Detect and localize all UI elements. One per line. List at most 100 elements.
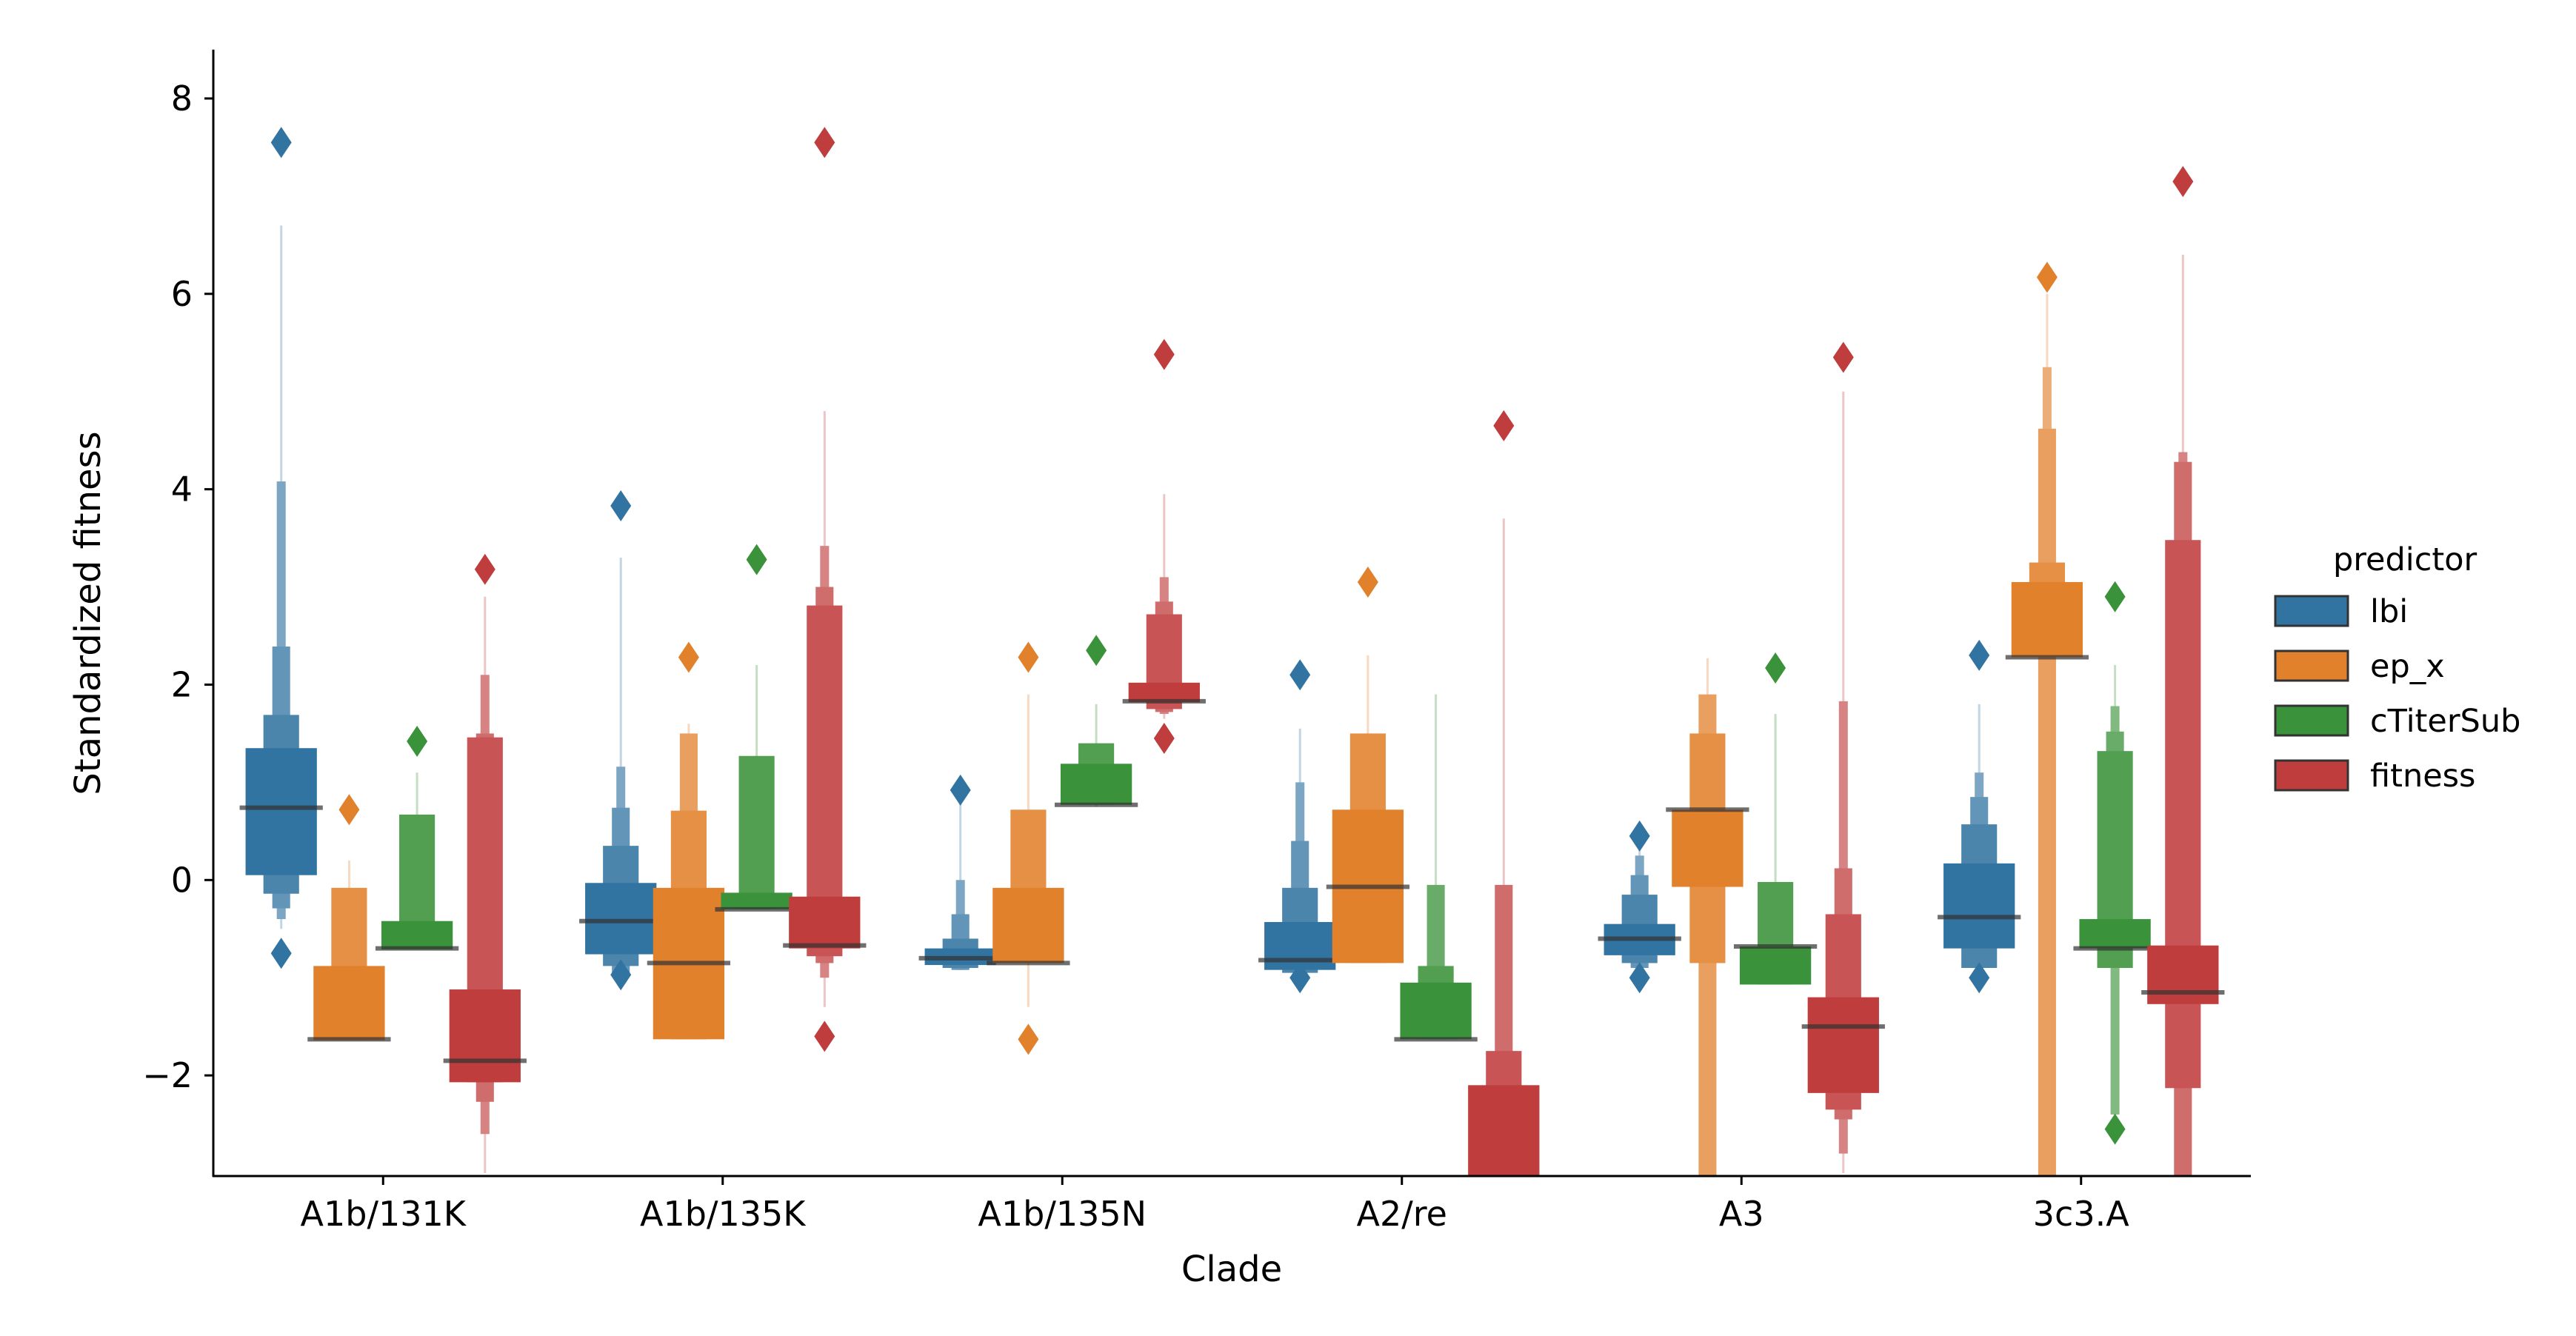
boxen-fitness-1 — [783, 127, 867, 1052]
tail-whisker — [1502, 518, 1505, 1176]
y-tick-label: 0 — [171, 860, 193, 900]
letter-value-box — [2079, 919, 2151, 949]
outlier-marker — [1018, 641, 1039, 673]
legend: predictor lbi ep_x cTiterSub fitness — [2274, 541, 2520, 795]
boxen-lbi-4 — [1598, 820, 1681, 994]
letter-value-box — [721, 892, 793, 909]
boxen-ep_x-2 — [987, 641, 1070, 1055]
axes: −2 0 2 4 6 8 A1b/131K A1b/135K A1b/135N A2/re A3 3c… — [142, 50, 2251, 1234]
legend-swatch-lbi — [2274, 595, 2349, 627]
outlier-marker — [1289, 962, 1311, 994]
legend-swatch-cTiterSub — [2274, 704, 2349, 737]
outlier-marker — [814, 127, 835, 158]
y-tick-label: 6 — [171, 274, 193, 314]
legend-swatch-ep_x — [2274, 649, 2349, 682]
outlier-marker — [1493, 410, 1515, 441]
outlier-marker — [1289, 659, 1311, 691]
letter-value-box — [2038, 428, 2056, 1176]
letter-value-box — [2165, 540, 2201, 1089]
letter-value-box — [245, 748, 317, 875]
letter-value-box — [992, 887, 1064, 963]
boxen-ep_x-0 — [307, 794, 391, 1042]
x-tick-label: 3c3.A — [2033, 1194, 2129, 1234]
boxen-lbi-5 — [1938, 639, 2021, 994]
letter-value-box — [1128, 682, 1200, 703]
outlier-marker — [610, 490, 632, 522]
outlier-marker — [950, 774, 971, 806]
boxen-fitness-2 — [1122, 338, 1206, 755]
outlier-marker — [814, 1021, 835, 1052]
letter-value-box — [1060, 764, 1132, 805]
legend-label-cTiterSub: cTiterSub — [2370, 703, 2520, 740]
letter-value-box — [1943, 863, 2015, 949]
x-tick-label: A3 — [1719, 1194, 1764, 1234]
legend-label-fitness: fitness — [2370, 758, 2475, 795]
boxen-ep_x-4 — [1666, 658, 1749, 1176]
boxen-lbi-1 — [579, 490, 663, 991]
outlier-marker — [474, 553, 495, 585]
boxen-fitness-0 — [443, 553, 527, 1174]
outlier-marker — [1153, 723, 1175, 755]
boxen-lbi-0 — [239, 127, 323, 969]
boxen-lbi-2 — [918, 774, 1002, 970]
outlier-marker — [2104, 1113, 2126, 1145]
outlier-marker — [746, 544, 767, 575]
letter-value-box — [585, 883, 657, 955]
outlier-marker — [270, 127, 292, 158]
boxen-cTiterSub-5 — [2073, 581, 2157, 1145]
outlier-marker — [407, 725, 428, 757]
boxen-cTiterSub-0 — [375, 725, 459, 951]
outlier-marker — [1969, 639, 1990, 671]
outlier-marker — [1969, 962, 1990, 994]
y-tick-label: −2 — [142, 1055, 193, 1095]
outlier-marker — [610, 959, 632, 991]
boxen-cTiterSub-2 — [1054, 635, 1138, 807]
letter-value-box — [1468, 1085, 1540, 1176]
outlier-marker — [678, 641, 699, 673]
x-tick-label: A2/re — [1357, 1194, 1447, 1234]
x-tick-label: A1b/131K — [301, 1194, 467, 1234]
boxen-fitness-4 — [1801, 341, 1885, 1174]
letter-value-box — [381, 921, 453, 949]
boxen-ep_x-1 — [647, 641, 731, 1040]
boxen-fitness-5 — [2141, 166, 2225, 1176]
x-tick-label: A1b/135K — [640, 1194, 807, 1234]
letter-value-box — [1400, 982, 1472, 1040]
letter-value-box — [1739, 946, 1812, 985]
letter-value-box — [449, 989, 521, 1083]
tail-whisker — [619, 557, 622, 973]
boxen-cTiterSub-1 — [715, 544, 798, 912]
legend-label-ep_x: ep_x — [2370, 648, 2445, 685]
outlier-marker — [338, 794, 360, 826]
tail-whisker — [1774, 714, 1777, 985]
outlier-marker — [2172, 166, 2194, 198]
plot-area — [239, 127, 2225, 1176]
legend-label-lbi: lbi — [2370, 593, 2408, 630]
boxen-cTiterSub-3 — [1394, 694, 1478, 1042]
letter-value-box — [738, 755, 775, 909]
outlier-marker — [1629, 820, 1650, 852]
boxen-cTiterSub-4 — [1733, 652, 1818, 985]
letter-value-box — [313, 966, 385, 1041]
boxen-lbi-3 — [1258, 659, 1342, 994]
letter-value-box — [1807, 997, 1879, 1093]
letter-value-box — [789, 896, 861, 949]
y-tick-label: 2 — [171, 664, 193, 704]
x-axis-label: Clade — [1181, 1249, 1282, 1290]
outlier-marker — [1629, 962, 1650, 994]
legend-title: predictor — [2333, 541, 2477, 578]
letter-value-box — [2147, 945, 2219, 1004]
outlier-marker — [1153, 338, 1175, 370]
boxen-ep_x-3 — [1326, 566, 1410, 963]
outlier-marker — [1357, 566, 1378, 598]
y-tick-label: 8 — [171, 79, 193, 118]
outlier-marker — [2036, 261, 2058, 293]
legend-swatch-fitness — [2274, 759, 2349, 792]
outlier-marker — [1832, 341, 1854, 373]
outlier-marker — [1018, 1023, 1039, 1055]
y-tick-label: 4 — [171, 470, 193, 510]
outlier-marker — [2104, 581, 2126, 612]
outlier-marker — [1765, 652, 1786, 684]
y-axis-label: Standardized fitness — [67, 431, 109, 795]
